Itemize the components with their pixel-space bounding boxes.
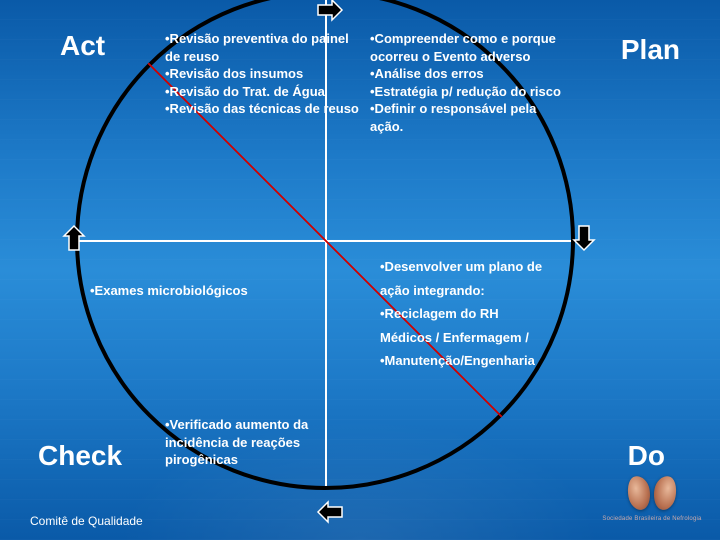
arrow-right-icon bbox=[316, 0, 344, 24]
footer-text: Comitê de Qualidade bbox=[30, 514, 143, 528]
check-content-1: •Exames microbiológicos bbox=[90, 282, 250, 300]
plan-content: •Compreender como e porque ocorreu o Eve… bbox=[370, 30, 570, 135]
label-act: Act bbox=[60, 30, 105, 62]
organization-logo: Sociedade Brasileira de Nefrologia bbox=[602, 468, 702, 528]
arrow-down-icon bbox=[570, 224, 598, 252]
act-content: •Revisão preventiva do painel de reuso•R… bbox=[165, 30, 360, 118]
arrow-left-icon bbox=[316, 498, 344, 526]
check-content-2: •Verificado aumento da incidência de rea… bbox=[165, 416, 370, 469]
label-check: Check bbox=[38, 440, 122, 472]
label-plan: Plan bbox=[621, 34, 680, 66]
arrow-up-icon bbox=[60, 224, 88, 252]
do-content: •Desenvolver um plano deação integrando:… bbox=[380, 258, 600, 370]
kidney-icon bbox=[624, 474, 680, 514]
logo-text: Sociedade Brasileira de Nefrologia bbox=[602, 516, 701, 522]
